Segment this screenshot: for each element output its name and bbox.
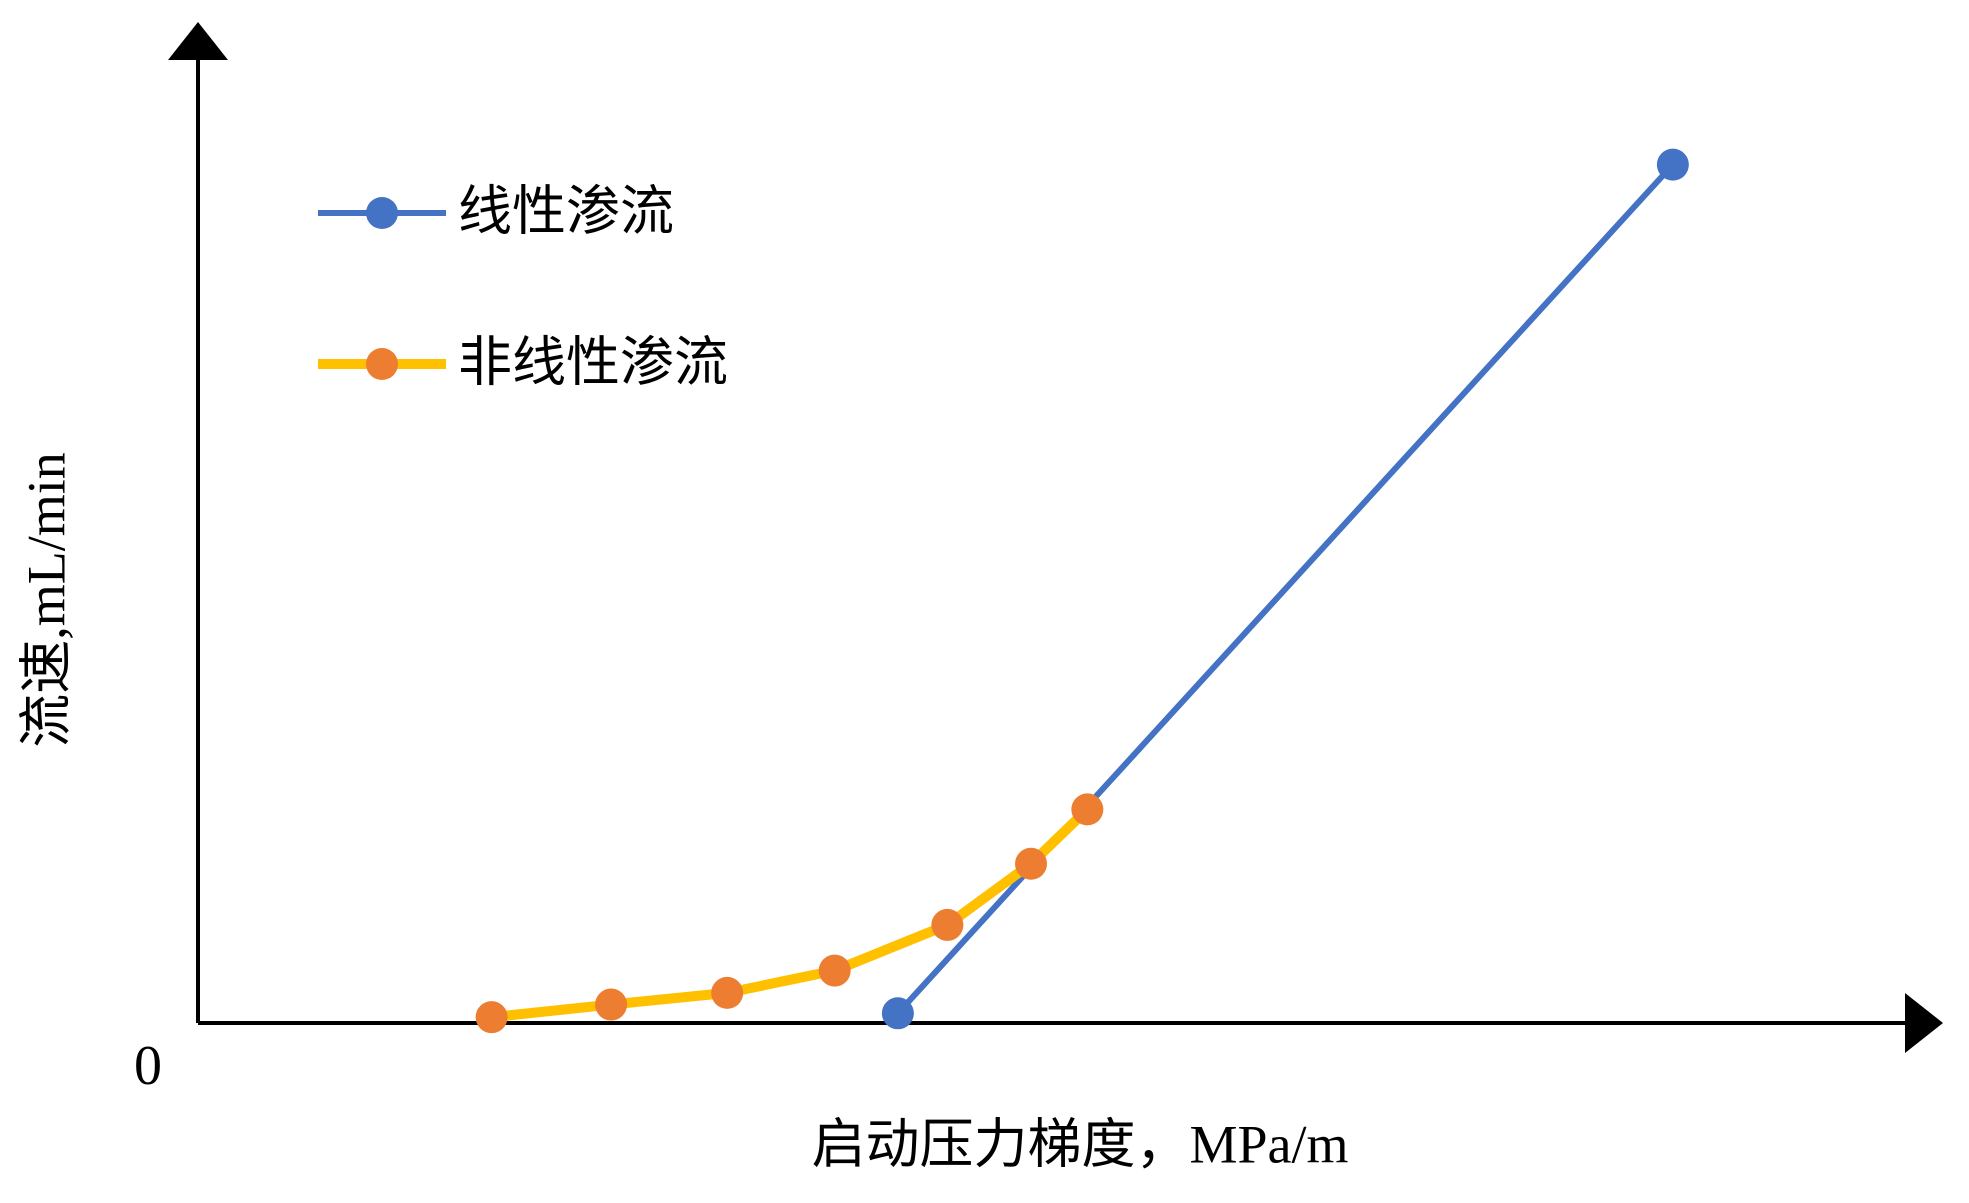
data-point	[1015, 847, 1048, 880]
y-axis-label: 流速,mL/min	[16, 452, 76, 748]
data-point	[818, 954, 851, 987]
data-point	[1071, 793, 1104, 826]
data-point	[475, 1001, 508, 1034]
legend-marker	[366, 197, 398, 229]
x-axis-label: 启动压力梯度，MPa/m	[811, 1114, 1348, 1174]
y-tick-label: 0	[134, 1035, 162, 1097]
y-axis-arrow	[168, 22, 228, 60]
legend-marker	[366, 348, 398, 380]
legend-label: 线性渗流	[458, 180, 674, 243]
data-point	[1656, 148, 1689, 181]
x-axis-arrow	[1905, 993, 1943, 1053]
data-point	[595, 988, 628, 1021]
legend-label: 非线性渗流	[458, 331, 728, 394]
data-point	[711, 976, 744, 1009]
data-point	[881, 997, 914, 1030]
data-point	[931, 908, 964, 941]
